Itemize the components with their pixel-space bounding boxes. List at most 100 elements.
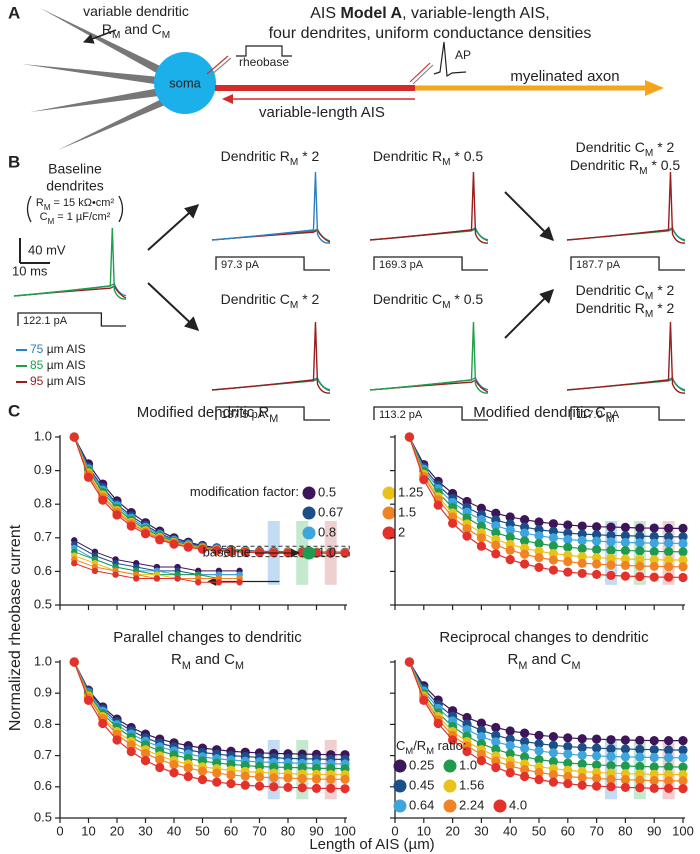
data-point [649,762,659,772]
data-point [169,760,179,770]
data-point [534,730,544,740]
data-point [620,560,631,570]
text-part: Dendritic C [373,291,442,307]
x-axis-label: Length of AIS (µm) [309,836,434,853]
data-point [340,548,350,558]
text-part: M [290,157,298,168]
text-part: * 2 [653,139,674,155]
data-point [592,553,602,563]
data-point [433,500,443,510]
data-point [326,783,336,793]
arrowhead [645,80,664,96]
electrode [209,57,232,77]
x-tick-label: 80 [281,823,295,838]
data-point [448,512,458,522]
data-point [520,765,530,775]
data-point [678,753,688,763]
data-point [448,735,458,745]
y-tick-label: 0.5 [34,596,52,611]
inset-point [236,579,243,586]
data-point [491,737,501,747]
data-point [269,773,279,783]
arrow [504,289,554,339]
dendrite [40,8,183,86]
data-point [649,538,659,548]
data-point [534,538,544,549]
inset-point [133,575,140,582]
data-point [563,550,573,560]
data-point [620,545,631,556]
data-point [577,759,587,769]
data-point [169,768,179,778]
series-group [69,657,350,794]
data-point [620,554,631,564]
panel-label: B [8,152,20,171]
data-point [520,549,530,559]
data-point [649,572,659,582]
data-point [563,771,573,782]
chart [55,657,350,823]
data-point [476,521,486,531]
voltage-trace [211,171,331,244]
data-point [183,542,193,552]
legend-marker [393,779,407,793]
inset-point [174,575,181,582]
series-group [404,657,688,794]
data-point [283,773,293,783]
panel-label: C [8,401,20,420]
dendrite-label: RM and CM [102,21,170,41]
data-point [577,780,587,790]
condition-title: Dendritic CM * 2 [576,282,675,302]
x-tick-label: 100 [334,823,356,838]
data-point [340,784,350,794]
y-tick-label: 0.8 [34,716,52,731]
data-point [183,763,193,773]
data-point [649,546,659,557]
data-point [155,755,165,765]
text-part: and C [120,21,161,37]
legend-title: modification factor: [190,484,299,499]
data-point [606,537,616,547]
data-point [112,735,122,745]
voltage-trace [211,229,331,243]
data-point [534,562,544,572]
data-point [326,548,336,558]
data-point [606,522,616,532]
text-part: AIS [310,5,340,22]
data-point [548,533,559,543]
inset-point [71,560,78,567]
data-point [476,731,486,742]
voltage-trace [369,171,489,244]
data-point [283,782,293,793]
data-point [620,744,631,754]
data-point [635,546,645,556]
data-point [606,545,616,555]
data-point [212,545,222,556]
data-point [635,761,645,772]
data-point [491,762,501,773]
text-part: modification factor: [190,484,299,499]
data-point [126,746,136,757]
data-point [678,776,688,786]
legend-label: 1.25 [398,484,423,499]
data-point [635,531,645,541]
data-point [126,740,136,750]
data-point [226,546,236,557]
data-point [664,523,674,533]
data-point [664,562,674,572]
data-point [577,742,587,753]
trace-title: Baseline [48,161,102,177]
data-point [635,744,645,754]
current-step [17,312,126,327]
text-part: M [645,291,653,302]
x-tick-label: 100 [672,823,694,838]
data-point [577,543,587,554]
annotation: baseline [203,544,251,559]
data-point [505,726,515,736]
soma [154,52,216,114]
electrode [409,62,431,83]
data-point [563,779,573,789]
data-point [505,749,515,759]
data-point [240,771,250,781]
data-point [678,523,688,533]
